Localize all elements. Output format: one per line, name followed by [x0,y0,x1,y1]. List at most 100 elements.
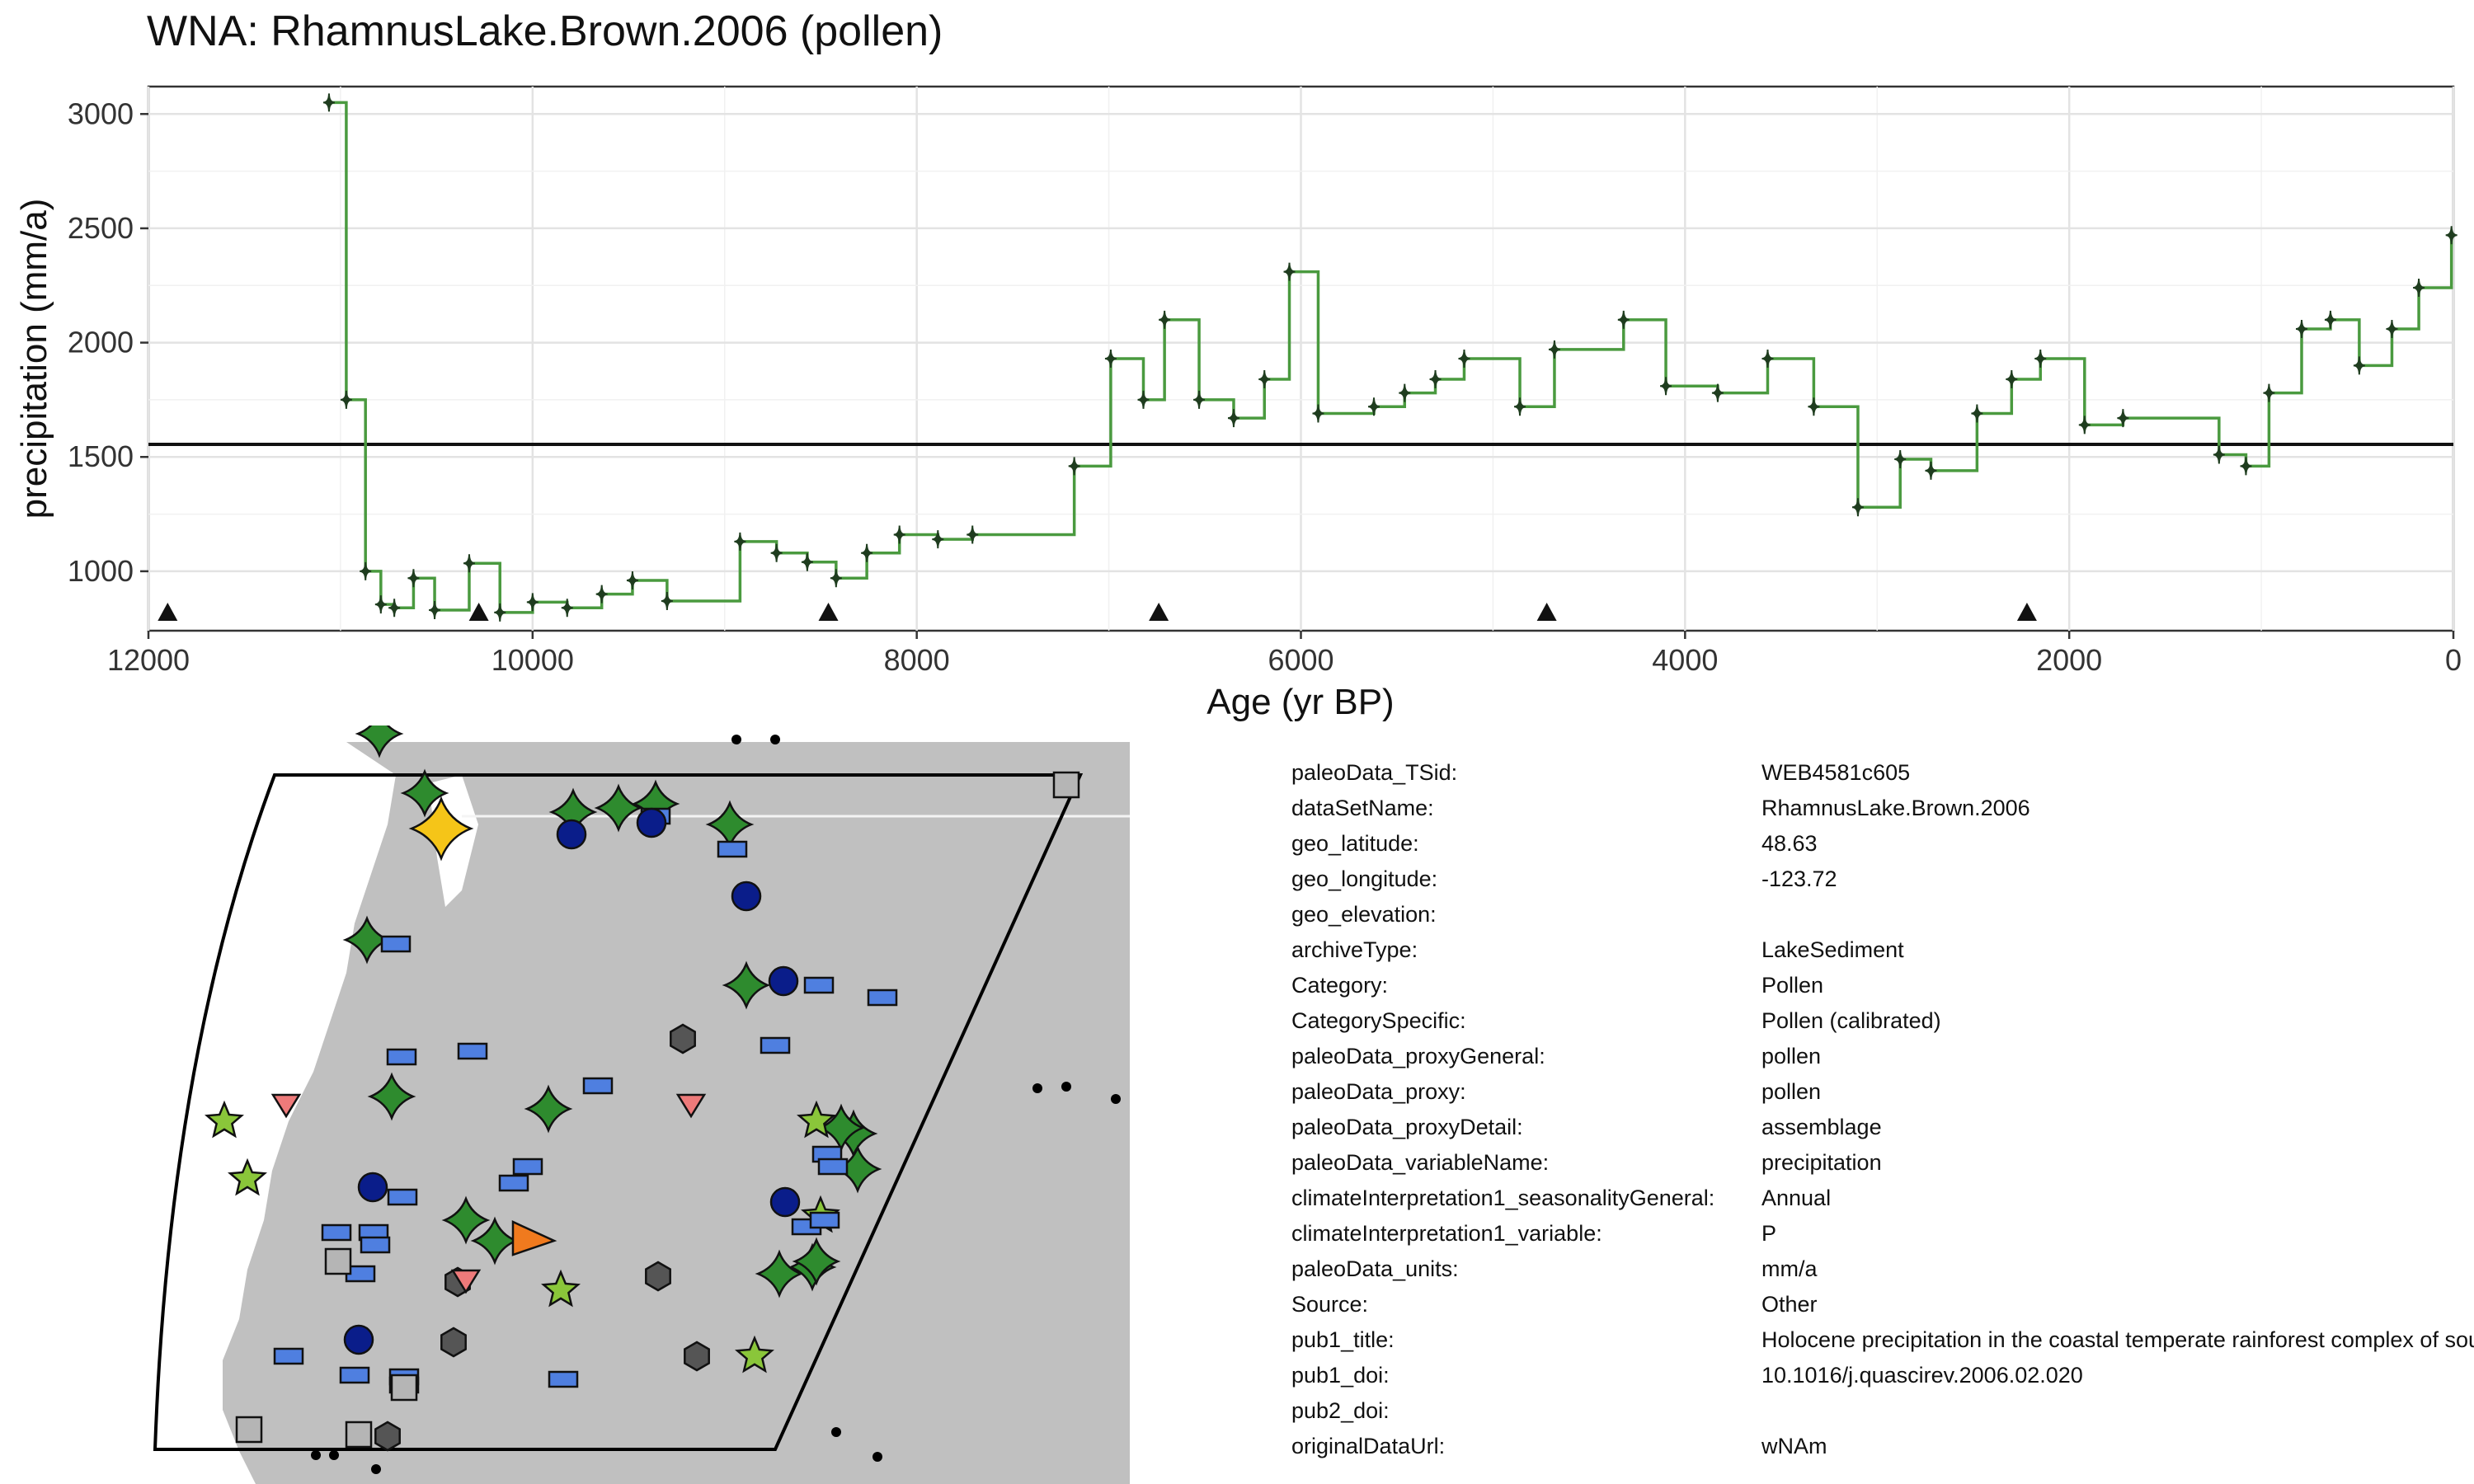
site-marker-four-point-star [367,1072,416,1121]
metadata-value: mm/a [1761,1256,1818,1281]
site-marker-hexagon [645,1261,671,1292]
series-layer [322,93,2458,622]
site-marker-circle [636,807,667,838]
metadata-value: LakeSediment [1761,937,1904,962]
metadata-value: Other [1761,1292,1818,1317]
metadata-value: pollen [1761,1079,1822,1104]
site-marker-dot [1111,1094,1121,1104]
site-marker-five-point-star [205,1100,244,1139]
x-tick-label: 6000 [1268,643,1333,677]
x-tick-label: 0 [2445,643,2462,677]
site-marker-rectangle [386,1048,417,1066]
metadata-key: paleoData_proxyDetail: [1291,1115,1523,1139]
metadata-value: 48.63 [1761,831,1818,856]
metadata-row: paleoData_proxyGeneral: pollen [1291,1044,2474,1079]
site-marker-dot [731,735,741,744]
site-marker-rectangle [867,989,898,1007]
metadata-row: pub2_doi: [1291,1398,2474,1434]
site-marker-rectangle [360,1236,391,1254]
age-control-marker [158,603,178,621]
site-marker-hexagon [670,1023,696,1054]
data-point-marker [1104,349,1117,369]
metadata-row: archiveType: LakeSediment [1291,937,2474,973]
metadata-key: archiveType: [1291,937,1418,962]
age-control-marker [818,603,839,621]
metadata-key: paleoData_variableName: [1291,1150,1550,1175]
x-tick-label: 4000 [1652,643,1718,677]
site-marker-five-point-star [735,1335,774,1374]
site-map [153,726,1130,1484]
site-marker-rectangle [380,935,412,953]
site-marker-dot [1061,1082,1071,1092]
metadata-key: paleoData_proxy: [1291,1079,1466,1104]
site-marker-circle [343,1324,374,1355]
metadata-value: -123.72 [1761,866,1837,891]
site-marker-dot [770,735,780,744]
metadata-value: Holocene precipitation in the coastal te… [1761,1327,2474,1352]
site-marker-square [390,1374,418,1402]
metadata-key: geo_latitude: [1291,831,1419,856]
age-control-marker [1149,603,1169,621]
y-tick-label: 1500 [68,439,134,473]
site-marker-rectangle [498,1174,529,1192]
site-marker-four-point-star [524,1084,573,1134]
site-marker-triangle [270,1093,302,1119]
metadata-key: pub2_doi: [1291,1398,1390,1423]
data-point-marker [2353,356,2365,375]
site-marker-five-point-star [541,1269,581,1308]
data-point-marker [1513,397,1526,416]
metadata-row: geo_longitude: -123.72 [1291,866,2474,902]
metadata-value: RhamnusLake.Brown.2006 [1761,796,2030,820]
y-tick-label: 2000 [68,326,134,359]
site-marker-five-point-star [797,1100,836,1139]
metadata-key: Source: [1291,1292,1369,1317]
data-point-marker [1851,498,1865,517]
age-control-marker [1536,603,1557,621]
metadata-value: Annual [1761,1186,1832,1210]
selected-site-marker [408,796,474,862]
x-tick-label: 2000 [2036,643,2102,677]
metadata-key: paleoData_TSid: [1291,760,1458,785]
metadata-row: Category: Pollen [1291,973,2474,1008]
x-tick-labels: 12000 10000 8000 6000 4000 2000 0 [107,631,2462,677]
metadata-key: pub1_doi: [1291,1363,1390,1388]
y-tick-labels: 1000 1500 2000 2500 3000 [68,96,148,588]
metadata-row: CategorySpecific: Pollen (calibrated) [1291,1008,2474,1044]
data-point-marker [428,601,441,620]
site-marker-hexagon [374,1421,401,1452]
data-point-marker [1159,310,1171,329]
site-marker-circle [731,881,762,912]
metadata-row: geo_latitude: 48.63 [1291,831,2474,866]
data-point-marker [770,543,783,562]
data-point-marker [1925,461,1937,480]
x-tick-label: 8000 [884,643,950,677]
y-tick-label: 1000 [68,554,134,588]
grid-lines [147,87,2455,631]
site-marker-square [1052,771,1080,799]
site-marker-dot [1032,1083,1042,1093]
land-area [223,742,1130,1484]
site-marker-triangle [450,1269,482,1294]
metadata-value: precipitation [1761,1150,1882,1175]
metadata-key: geo_elevation: [1291,902,1437,927]
region-outline [153,773,1084,1451]
metadata-value: Pollen [1761,973,1824,998]
site-marker-hexagon [440,1327,467,1358]
site-marker-four-point-star [470,1216,520,1266]
metadata-value: Pollen (calibrated) [1761,1008,1941,1033]
metadata-row: dataSetName: RhamnusLake.Brown.2006 [1291,796,2474,831]
data-point-marker [967,525,979,544]
metadata-row: pub1_doi: 10.1016/j.quascirev.2006.02.020 [1291,1363,2474,1398]
data-point-marker [1617,310,1630,329]
age-control-layer [158,603,2037,621]
metadata-key: dataSetName: [1291,796,1434,820]
site-marker-four-point-star [355,726,404,758]
site-marker-four-point-star [722,960,771,1010]
data-point-marker [2034,349,2047,369]
metadata-row: climateInterpretation1_seasonalityGenera… [1291,1186,2474,1221]
metadata-value: WEB4581c605 [1761,760,1911,785]
y-axis-title: precipitation (mm/a) [14,199,54,519]
site-marker-dot [831,1427,841,1437]
metadata-table: paleoData_TSid: WEB4581c605 dataSetName: Rh… [1291,760,2474,1469]
data-point-marker [893,525,905,544]
